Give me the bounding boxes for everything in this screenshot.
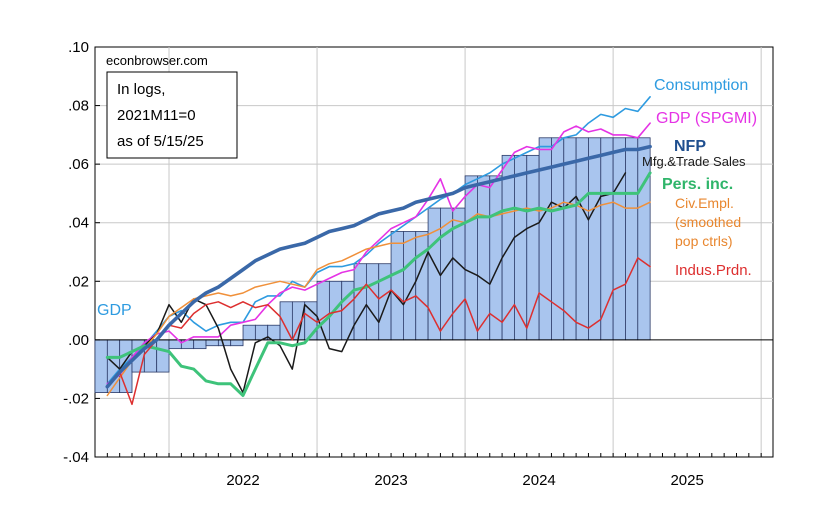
- gdp-bar: [625, 137, 639, 341]
- gdp-bar: [205, 339, 219, 347]
- series-line-consumption: [106, 96, 651, 385]
- label-mfg-trade-sales: Mfg.&Trade Sales: [642, 154, 746, 169]
- y-tick-label: .10: [68, 39, 89, 56]
- y-tick-label: .02: [68, 273, 89, 290]
- y-tick-label: .06: [68, 156, 89, 173]
- label-civ-empl-1: Civ.Empl.: [675, 195, 734, 211]
- y-axis-ticks: -.04 -.02 .00 .02 .04 .06 .08 .10: [63, 39, 100, 466]
- x-tick-label: 2024: [522, 472, 555, 489]
- y-tick-label: .00: [68, 332, 89, 349]
- label-civ-empl-2: (smoothed: [675, 214, 741, 230]
- gdp-bar: [415, 231, 429, 341]
- gdp-bar: [193, 339, 207, 350]
- y-tick-label: -.02: [63, 390, 89, 407]
- note-line-1: In logs,: [117, 81, 165, 98]
- series-line-gdp-spgmi: [106, 122, 651, 385]
- series-line-indus-prdn: [106, 257, 651, 406]
- gdp-bar: [514, 154, 528, 341]
- note-line-2: 2021M11=0: [117, 107, 196, 124]
- gdp-bar: [156, 339, 170, 373]
- gdp-bar: [563, 137, 577, 341]
- label-gdp: GDP: [97, 302, 132, 319]
- gdp-bar: [353, 263, 367, 341]
- x-tick-label: 2022: [226, 472, 259, 489]
- gdp-bar: [217, 339, 232, 347]
- x-tick-label: 2025: [670, 472, 703, 489]
- gdp-bar: [600, 137, 614, 341]
- y-tick-label: -.04: [63, 449, 89, 466]
- gdp-bar: [588, 137, 602, 341]
- y-tick-label: .04: [68, 215, 89, 232]
- label-pers-inc: Pers. inc.: [662, 176, 733, 193]
- gdp-bar: [365, 263, 380, 341]
- label-nfp: NFP: [674, 138, 706, 155]
- label-civ-empl-3: pop ctrls): [675, 233, 733, 249]
- gdp-bar: [242, 324, 256, 341]
- series-line-nfp: [105, 144, 652, 389]
- series-lines: [105, 96, 652, 406]
- x-tick-label: 2023: [374, 472, 407, 489]
- label-indus-prdn: Indus.Prdn.: [675, 262, 752, 279]
- gdp-bar: [390, 231, 404, 341]
- series-line-pers-inc: [105, 171, 652, 397]
- gdp-bar: [612, 137, 626, 341]
- x-axis-ticks: 2022 2023 2024 2025: [94, 453, 762, 489]
- gdp-bar: [94, 339, 108, 393]
- note-box: [106, 71, 238, 159]
- gdp-bar: [575, 137, 589, 341]
- label-gdp-spgmi: GDP (SPGMI): [656, 110, 757, 127]
- label-consumption: Consumption: [654, 77, 748, 94]
- source-credit: econbrowser.com: [106, 53, 208, 68]
- gdp-bar: [230, 339, 244, 347]
- y-tick-label: .08: [68, 98, 89, 115]
- note-line-3: as of 5/15/25: [117, 133, 204, 150]
